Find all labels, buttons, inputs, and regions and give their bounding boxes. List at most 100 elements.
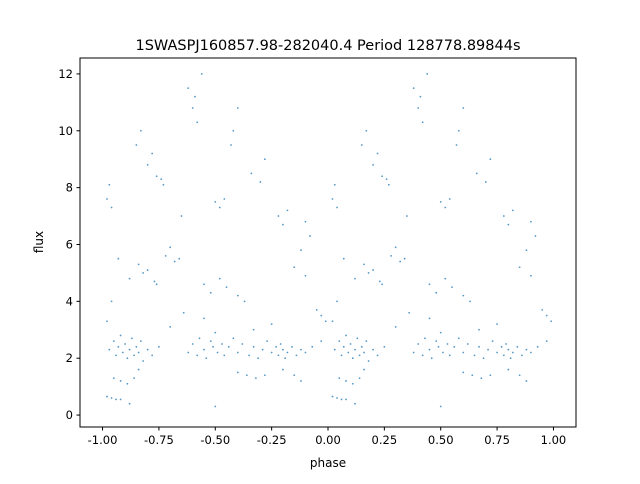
data-point	[365, 129, 368, 132]
data-point	[358, 377, 361, 380]
data-point	[473, 354, 476, 357]
data-point	[304, 220, 307, 223]
data-point	[333, 183, 336, 186]
data-point	[394, 326, 397, 328]
data-point	[162, 183, 165, 186]
data-point	[331, 198, 334, 200]
data-point	[349, 343, 352, 345]
data-point	[119, 334, 122, 337]
data-point	[381, 175, 384, 178]
data-point	[205, 357, 208, 360]
x-tick-label: 0.50	[428, 433, 454, 447]
data-point	[137, 351, 140, 354]
data-point	[277, 215, 280, 217]
data-point	[502, 354, 505, 357]
data-point	[340, 398, 343, 401]
data-point	[295, 354, 298, 357]
data-point	[462, 351, 465, 354]
data-point	[439, 405, 442, 408]
data-point	[146, 348, 149, 351]
data-point	[444, 277, 447, 280]
data-point	[236, 371, 239, 374]
data-point	[496, 323, 498, 325]
data-point	[126, 382, 129, 385]
data-point	[446, 343, 449, 345]
data-point	[291, 345, 293, 348]
data-point	[191, 343, 194, 345]
data-point	[484, 181, 487, 183]
data-point	[444, 206, 447, 209]
data-point	[509, 357, 512, 360]
data-point	[135, 345, 138, 348]
data-point	[112, 377, 115, 380]
data-point	[126, 357, 129, 360]
data-point	[525, 348, 528, 351]
data-point	[155, 283, 158, 286]
data-point	[270, 351, 273, 354]
data-point	[372, 269, 374, 271]
data-point	[232, 129, 235, 132]
data-point	[250, 172, 253, 175]
y-tick-label: 2	[66, 351, 73, 365]
data-point	[536, 345, 539, 348]
data-point	[137, 263, 140, 266]
data-point	[428, 317, 431, 320]
data-point	[428, 348, 431, 351]
data-point	[453, 345, 456, 348]
data-point	[457, 129, 460, 132]
data-point	[428, 283, 431, 286]
data-point	[390, 254, 393, 257]
data-point	[293, 374, 296, 377]
data-point	[331, 395, 334, 398]
data-point	[363, 263, 365, 266]
data-point	[218, 277, 221, 280]
data-point	[478, 328, 480, 331]
data-point	[209, 291, 212, 294]
data-point	[500, 345, 503, 348]
data-point	[142, 272, 145, 274]
data-point	[406, 215, 408, 217]
data-point	[491, 340, 494, 343]
data-point	[223, 354, 226, 357]
data-point	[315, 308, 318, 311]
data-point	[304, 351, 307, 354]
data-point	[115, 354, 117, 357]
data-point	[243, 300, 246, 303]
data-point	[128, 402, 131, 405]
data-point	[372, 163, 374, 166]
data-point	[336, 300, 338, 303]
data-point	[417, 107, 420, 109]
data-point	[448, 198, 451, 200]
data-point	[424, 337, 426, 340]
data-point	[550, 320, 553, 323]
data-point	[336, 397, 338, 399]
data-point	[421, 121, 424, 124]
data-point	[214, 331, 217, 334]
data-point	[435, 291, 438, 294]
data-point	[216, 351, 219, 354]
data-point	[342, 257, 345, 260]
data-point	[439, 200, 442, 203]
data-point	[408, 311, 411, 314]
data-point	[196, 121, 199, 124]
data-point	[232, 337, 235, 340]
data-point	[383, 345, 386, 348]
data-point	[119, 380, 122, 382]
data-point	[496, 351, 498, 354]
data-point	[180, 215, 183, 217]
data-point	[121, 351, 124, 354]
data-point	[351, 382, 354, 385]
data-point	[209, 340, 212, 343]
data-point	[187, 351, 190, 354]
data-point	[248, 354, 250, 357]
data-point	[236, 294, 239, 297]
data-point	[146, 163, 149, 166]
data-point	[376, 152, 379, 155]
y-tick-label: 4	[66, 294, 73, 308]
data-point	[282, 368, 284, 371]
data-point	[511, 351, 514, 354]
data-point	[252, 328, 255, 331]
data-point	[214, 405, 217, 408]
data-point	[530, 220, 532, 223]
data-point	[169, 246, 172, 249]
